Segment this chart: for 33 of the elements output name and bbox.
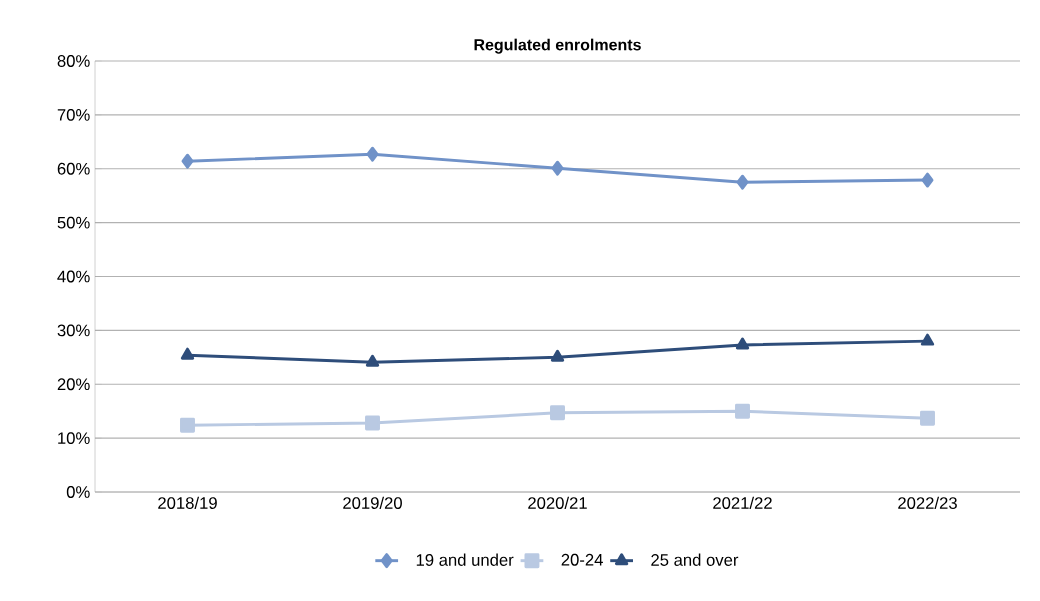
point (181, 153, 194, 169)
point (366, 146, 379, 162)
y-tick-label: 10% (58, 432, 90, 445)
y-tick-label: 40% (57, 270, 90, 283)
y-tick-label: 30% (57, 324, 90, 337)
y-tick-label: 70% (57, 108, 90, 121)
point (550, 405, 565, 421)
point (550, 349, 565, 362)
point (736, 174, 749, 190)
y-tick-label: 20% (57, 378, 90, 391)
point (735, 403, 750, 419)
point (920, 410, 935, 426)
y-tick-label: 60% (57, 162, 90, 175)
x-tick-label: 2020/21 (528, 496, 587, 509)
x-tick-label: 2022/23 (898, 496, 957, 509)
point (920, 333, 935, 346)
point (921, 172, 934, 188)
point (735, 337, 750, 350)
point (551, 160, 564, 176)
y-tick-label: 0% (66, 486, 90, 498)
y-tick-label: 80% (57, 55, 90, 67)
legend-label: 20-24 (561, 553, 603, 566)
legend-label: 25 and over (651, 553, 739, 566)
point (365, 415, 380, 431)
x-tick-label: 2021/22 (713, 496, 772, 509)
x-tick-label: 2019/20 (343, 496, 402, 509)
point (180, 417, 195, 433)
chart-title: Regulated enrolments (474, 38, 641, 54)
point (365, 354, 380, 367)
legend-label: 19 and under (416, 553, 514, 566)
point (180, 347, 195, 360)
y-tick-label: 50% (57, 216, 90, 229)
x-tick-label: 2018/19 (158, 496, 217, 509)
